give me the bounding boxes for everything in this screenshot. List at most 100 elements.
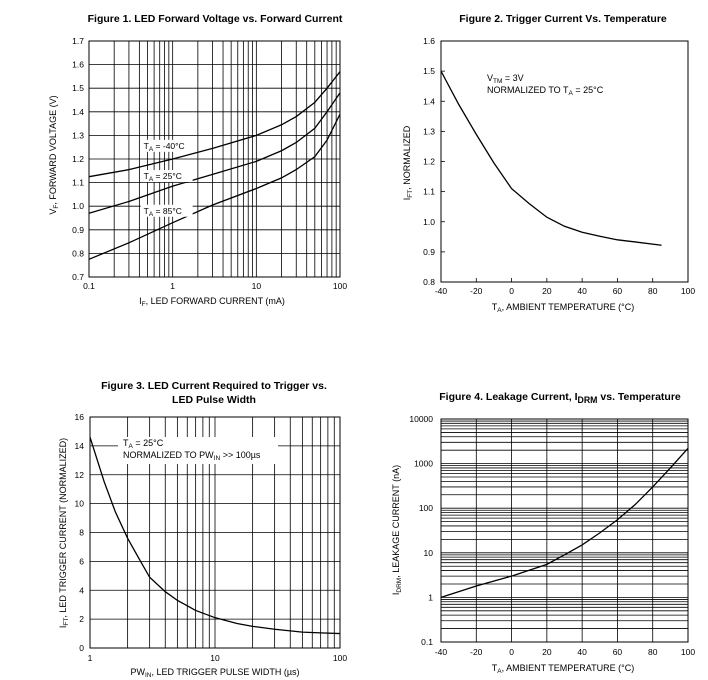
figure1-grid bbox=[88, 40, 341, 278]
figure1-curve-label-background bbox=[140, 204, 193, 217]
figure3-plot-frame bbox=[89, 416, 341, 649]
figure2-ylabel: IFT, NORMALIZED bbox=[402, 125, 414, 200]
figure1-y-tick-label: 1.0 bbox=[72, 201, 84, 211]
figure2-annotation-line2: NORMALIZED TO TA = 25°C bbox=[487, 85, 604, 97]
figure3-y-tick-label: 6 bbox=[79, 556, 84, 566]
figure1-x-tick-label: 100 bbox=[333, 281, 347, 291]
figure1-curve-label: TA = -40°C bbox=[144, 141, 185, 153]
figure2-y-tick-label: 1.5 bbox=[423, 66, 435, 76]
figure4-plot-frame bbox=[440, 418, 689, 643]
figure2-x-tick-label: 100 bbox=[681, 286, 695, 296]
figure3-y-tick-label: 8 bbox=[79, 528, 84, 538]
figure3-series bbox=[89, 437, 341, 635]
figure3-y-tick-label: 2 bbox=[79, 614, 84, 624]
figure1-series-line-3 bbox=[88, 113, 341, 260]
figure1-title: Figure 1. LED Forward Voltage vs. Forwar… bbox=[87, 13, 343, 25]
figure4-x-tick-label: 60 bbox=[613, 647, 623, 657]
figure4-title-text: Figure 4. Leakage Current, I bbox=[439, 391, 578, 403]
figure4-x-tick-label: -20 bbox=[470, 647, 483, 657]
figure4-title-text-end: vs. Temperature bbox=[597, 391, 681, 403]
figure2-x-tick-label: 60 bbox=[613, 286, 623, 296]
figure3-y-tick-label: 4 bbox=[79, 585, 84, 595]
figure2-tick-labels: 0.8 0.9 1.0 1.1 1.2 1.3 1.4 1.5 1.6 -40 -20 0 20 40 60… bbox=[423, 36, 695, 296]
figure3-x-tick-label: 1 bbox=[88, 653, 93, 663]
figure3-annotation-line1: TA = 25°C bbox=[123, 438, 164, 450]
figure1-y-tick-label: 1.7 bbox=[72, 36, 84, 46]
figure3-title: Figure 3. LED Current Required to Trigge… bbox=[64, 379, 364, 407]
figure1-series-line-2 bbox=[88, 92, 341, 214]
figure1-xlabel: IF, LED FORWARD CURRENT (mA) bbox=[139, 296, 285, 308]
figure3-y-tick-label: 16 bbox=[75, 412, 85, 422]
figure3-y-tick-label: 10 bbox=[75, 499, 85, 509]
figure1-series-line-1 bbox=[88, 71, 341, 178]
figure1-curve-label: TA = 85°C bbox=[144, 206, 182, 218]
figure2-annotation-line1: VTM = 3V bbox=[487, 73, 524, 85]
figure4-x-tick-label: 80 bbox=[648, 647, 658, 657]
figure4-y-tick-label: 0.1 bbox=[421, 637, 433, 647]
figure1-y-tick-label: 1.5 bbox=[72, 83, 84, 93]
figure4-y-tick-label: 1 bbox=[428, 592, 433, 602]
figure4-series bbox=[440, 447, 689, 599]
figure4-series-line bbox=[440, 447, 689, 599]
figure1-series bbox=[88, 71, 341, 260]
figure2-y-tick-label: 1.3 bbox=[423, 126, 435, 136]
figure2-x-tick-label: 80 bbox=[648, 286, 658, 296]
figure4-x-tick-label: 20 bbox=[542, 647, 552, 657]
figure2-y-tick-label: 1.4 bbox=[423, 96, 435, 106]
figure1-curve-label-background bbox=[140, 139, 193, 152]
figure2-xlabel: TA, AMBIENT TEMPERATURE (°C) bbox=[492, 302, 634, 314]
figure1-y-tick-label: 0.7 bbox=[72, 272, 84, 282]
figure1-y-tick-label: 1.3 bbox=[72, 130, 84, 140]
figure4-x-tick-label: 40 bbox=[577, 647, 587, 657]
figure1-annotations: TA = -40°C TA = 25°C TA = 85°C bbox=[140, 139, 193, 218]
figure1-curve-label-background bbox=[140, 170, 193, 183]
figure2-y-tick-label: 1.2 bbox=[423, 157, 435, 167]
figure4-x-tick-label: -40 bbox=[435, 647, 448, 657]
figure2-y-tick-label: 1.0 bbox=[423, 217, 435, 227]
figure1-y-tick-label: 1.6 bbox=[72, 60, 84, 70]
figure4-ylabel: IDRM, LEAKAGE CURRENT (nA) bbox=[391, 465, 403, 595]
figure1-x-tick-label: 0.1 bbox=[83, 281, 95, 291]
figure3-title-line1: Figure 3. LED Current Required to Trigge… bbox=[101, 380, 327, 392]
figure3-grid bbox=[89, 416, 341, 649]
figure1-y-tick-label: 0.9 bbox=[72, 225, 84, 235]
figure4-y-tick-label: 10000 bbox=[409, 414, 433, 424]
figure3-x-tick-label: 100 bbox=[333, 653, 347, 663]
figure1-plot-frame bbox=[88, 40, 341, 278]
figure3-xlabel: PWIN, LED TRIGGER PULSE WIDTH (µs) bbox=[130, 667, 299, 679]
figure2-y-tick-label: 0.9 bbox=[423, 247, 435, 257]
figure3-series-line bbox=[89, 437, 341, 635]
figure2-title: Figure 2. Trigger Current Vs. Temperatur… bbox=[459, 13, 667, 25]
figure3-ylabel: IFT, LED TRIGGER CURRENT (NORMALIZED) bbox=[58, 438, 70, 628]
figure2-x-tick-label: 0 bbox=[509, 286, 514, 296]
figure1-x-tick-label: 10 bbox=[252, 281, 262, 291]
figure2-y-tick-label: 1.6 bbox=[423, 36, 435, 46]
figure4-title-subscript: DRM bbox=[577, 395, 598, 406]
figure3-title-line2: LED Pulse Width bbox=[172, 394, 256, 406]
figure2-y-tick-label: 0.8 bbox=[423, 277, 435, 287]
figure2-x-tick-label: 40 bbox=[577, 286, 587, 296]
figure3-y-tick-label: 14 bbox=[75, 441, 85, 451]
figure4-grid bbox=[440, 418, 689, 643]
figure1-curve-label: TA = 25°C bbox=[144, 171, 182, 183]
figure4-x-tick-label: 0 bbox=[509, 647, 514, 657]
figure3-annotation-line2: NORMALIZED TO PWIN >> 100µs bbox=[123, 450, 261, 462]
figure3-annotation-background bbox=[118, 437, 278, 464]
figure2-series-line bbox=[440, 70, 662, 246]
figure1-tick-labels: 0.7 0.8 0.9 1.0 1.1 1.2 1.3 1.4 1.5 1.6 1.7 0.1 1 10 1… bbox=[72, 36, 347, 291]
figure2-x-tick-label: -40 bbox=[435, 286, 448, 296]
figure4-x-tick-label: 100 bbox=[681, 647, 695, 657]
figure1-y-tick-label: 1.2 bbox=[72, 154, 84, 164]
figure4-y-tick-label: 100 bbox=[419, 503, 433, 513]
figure2-x-tick-label: 20 bbox=[542, 286, 552, 296]
figure2-frame bbox=[440, 40, 689, 283]
figure3-y-tick-label: 12 bbox=[75, 470, 85, 480]
figure1-ylabel: VF, FORWARD VOLTAGE (V) bbox=[48, 95, 60, 214]
figure2-y-tick-label: 1.1 bbox=[423, 187, 435, 197]
figure1-y-tick-label: 1.1 bbox=[72, 178, 84, 188]
figure1-x-tick-label: 1 bbox=[170, 281, 175, 291]
